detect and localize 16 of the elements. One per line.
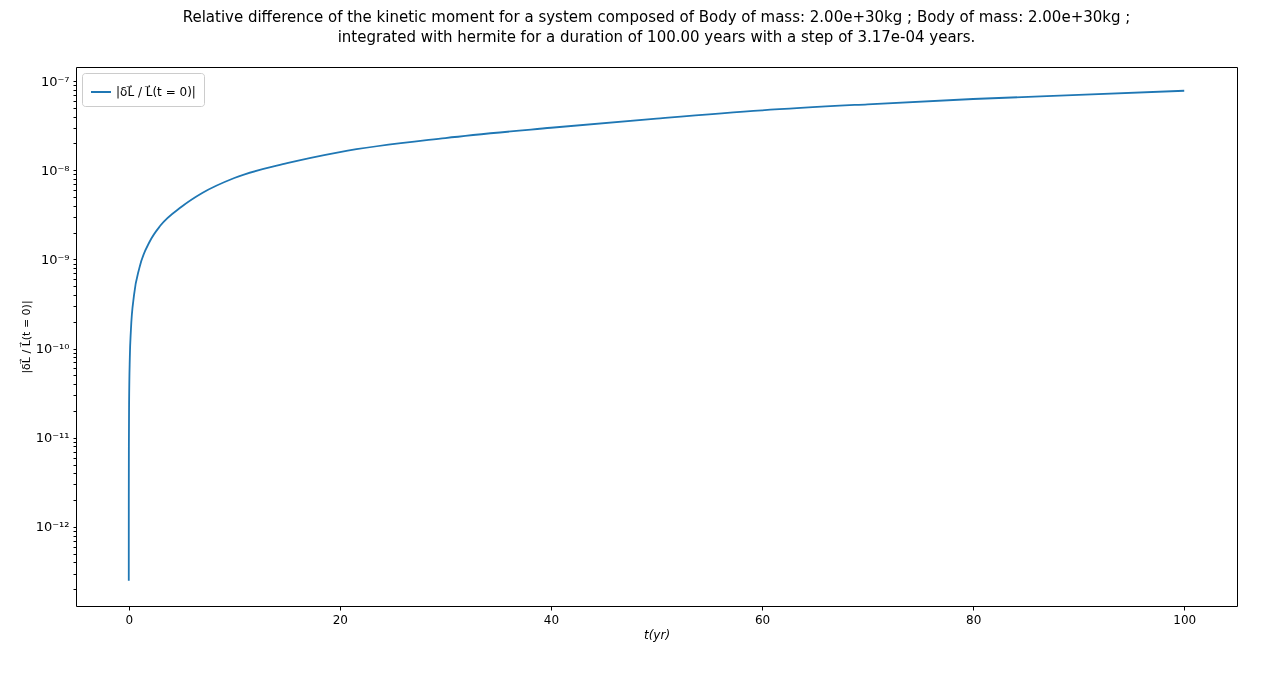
y-tick-label: 10⁻⁹ — [40, 251, 70, 267]
y-tick-label: 10⁻¹⁰ — [35, 341, 70, 357]
x-tick-label: 40 — [543, 612, 560, 627]
y-tick-label: 10⁻⁷ — [40, 73, 70, 89]
chart-title: Relative difference of the kinetic moment for a system composed of Body of mass: 2.00e+30kg ; Body of mass: 2.00e+30kg ; integrated with hermite for a duration of 100.00 years with a step of 3.17e-04 years. — [182, 8, 1131, 46]
y-tick-label: 10⁻¹¹ — [35, 430, 70, 446]
x-axis-title: t(yr) — [643, 627, 671, 642]
y-tick-label: 10⁻¹² — [35, 519, 70, 535]
y-tick-label: 10⁻⁸ — [40, 162, 70, 178]
x-tick-label: 20 — [332, 612, 348, 627]
x-tick-label: 80 — [966, 612, 982, 627]
x-tick-label: 60 — [754, 612, 771, 627]
y-axis-title: |δL⃗ / L⃗(t = 0)| — [18, 300, 33, 374]
x-tick-label: 100 — [1173, 612, 1197, 627]
x-tick-label: 0 — [125, 612, 134, 627]
legend-label: |δL⃗ / L⃗(t = 0)| — [116, 84, 196, 99]
